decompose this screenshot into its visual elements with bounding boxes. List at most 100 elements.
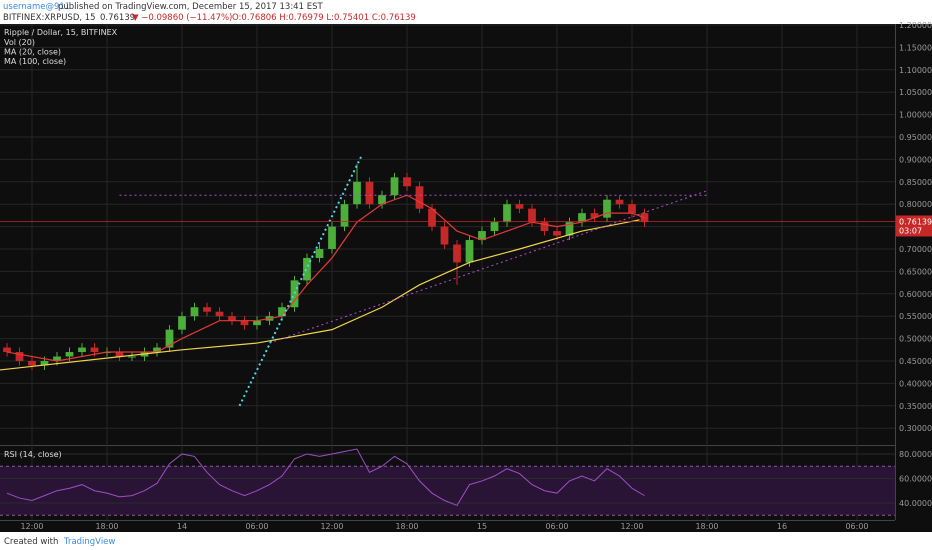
symbol: BITFINEX:XRPUSD, 15 bbox=[3, 13, 96, 23]
countdown: 03:07 bbox=[899, 226, 922, 235]
trend-line bbox=[238, 154, 363, 407]
header-bg bbox=[0, 0, 932, 24]
candle-body bbox=[378, 195, 386, 205]
y-tick-label: 0.80000 bbox=[899, 200, 932, 209]
price: 0.76139 bbox=[100, 13, 135, 23]
candle-body bbox=[328, 226, 336, 249]
candle-body bbox=[615, 199, 624, 205]
rsi-band bbox=[0, 466, 895, 516]
rsi-tick-label: 40.0000 bbox=[899, 499, 932, 508]
x-tick-label: 06:00 bbox=[245, 522, 268, 531]
y-tick-label: 0.95000 bbox=[899, 133, 932, 142]
candle-body bbox=[153, 347, 161, 353]
chart-title: Ripple / Dollar, 15, BITFINEX bbox=[4, 28, 118, 37]
x-tick-label: 12:00 bbox=[620, 522, 643, 531]
trend-line bbox=[269, 190, 708, 344]
candle-body bbox=[465, 240, 474, 263]
y-tick-label: 0.50000 bbox=[899, 335, 932, 344]
candle-body bbox=[40, 360, 49, 366]
y-tick-label: 0.90000 bbox=[899, 155, 932, 164]
candle-body bbox=[428, 208, 436, 227]
legend-entry: MA (100, close) bbox=[4, 57, 66, 66]
candle-body bbox=[178, 316, 186, 330]
candle-body bbox=[528, 208, 536, 223]
candle-body bbox=[165, 329, 174, 348]
chart-bg bbox=[0, 24, 932, 532]
candle-body bbox=[290, 280, 299, 308]
y-tick-label: 0.30000 bbox=[899, 424, 932, 433]
candle-body bbox=[565, 222, 574, 236]
candle-body bbox=[540, 222, 549, 232]
candle-body bbox=[253, 320, 261, 326]
candle-body bbox=[353, 181, 361, 205]
y-tick-label: 0.85000 bbox=[899, 178, 932, 187]
last-price-tag bbox=[896, 215, 932, 237]
candle-body bbox=[490, 222, 499, 232]
candle-body bbox=[203, 307, 211, 312]
y-tick-label: 1.20000 bbox=[899, 21, 932, 30]
candle-body bbox=[128, 356, 136, 358]
x-tick-label: 15 bbox=[477, 522, 487, 531]
y-tick-label: 0.35000 bbox=[899, 402, 932, 411]
candle-body bbox=[415, 186, 424, 209]
candle-body bbox=[228, 316, 236, 321]
ohlc: O:0.76806 H:0.76979 L:0.75401 C:0.76139 bbox=[232, 13, 416, 23]
candle-body bbox=[590, 213, 599, 218]
y-tick-label: 0.55000 bbox=[899, 312, 932, 321]
candle-body bbox=[453, 244, 461, 263]
y-tick-label: 0.60000 bbox=[899, 290, 932, 299]
x-tick-label: 18:00 bbox=[95, 522, 118, 531]
candle-body bbox=[440, 226, 449, 245]
candle-body bbox=[28, 360, 36, 366]
footer-created: Created with bbox=[4, 537, 58, 547]
rsi-tick-label: 60.0000 bbox=[899, 474, 932, 483]
footer-bg bbox=[0, 532, 932, 550]
rsi-tick-label: 80.0000 bbox=[899, 450, 932, 459]
candle-body bbox=[65, 352, 74, 357]
y-tick-label: 1.00000 bbox=[899, 111, 932, 120]
candle-body bbox=[640, 213, 649, 223]
y-tick-label: 1.10000 bbox=[899, 66, 932, 75]
candle-body bbox=[315, 248, 324, 258]
y-tick-label: 0.45000 bbox=[899, 357, 932, 366]
last-price-label: 0.76139 bbox=[899, 217, 932, 226]
candle-body bbox=[115, 352, 124, 357]
rsi-title: RSI (14, close) bbox=[4, 450, 62, 459]
candle-body bbox=[553, 231, 561, 236]
candle-body bbox=[478, 231, 486, 241]
candle-body bbox=[578, 213, 586, 223]
candle-body bbox=[390, 177, 399, 196]
rsi-line bbox=[6, 448, 645, 507]
x-tick-label: 12:00 bbox=[20, 522, 43, 531]
y-tick-label: 0.40000 bbox=[899, 379, 932, 388]
candle-body bbox=[215, 311, 224, 317]
candle-body bbox=[403, 177, 411, 187]
ma-line bbox=[0, 219, 640, 371]
y-tick-label: 0.70000 bbox=[899, 245, 932, 254]
candle-body bbox=[53, 356, 61, 361]
change: ▼ −0.09860 (−11.47%) bbox=[132, 13, 232, 23]
y-tick-label: 1.05000 bbox=[899, 88, 932, 97]
x-tick-label: 12:00 bbox=[320, 522, 343, 531]
candle-body bbox=[503, 204, 511, 223]
footer-brand[interactable]: TradingView bbox=[63, 537, 115, 547]
candle-body bbox=[240, 320, 249, 326]
candle-body bbox=[190, 307, 199, 317]
legend-entry: MA (20, close) bbox=[4, 48, 61, 57]
candle-body bbox=[515, 204, 524, 209]
x-tick-label: 18:00 bbox=[395, 522, 418, 531]
y-tick-label: 0.65000 bbox=[899, 267, 932, 276]
x-tick-label: 18:00 bbox=[695, 522, 718, 531]
candle-body bbox=[15, 352, 24, 361]
candle-body bbox=[278, 307, 286, 317]
x-tick-label: 06:00 bbox=[845, 522, 868, 531]
candle-body bbox=[365, 181, 374, 205]
legend-entry: Vol (20) bbox=[4, 38, 35, 47]
y-tick-label: 1.15000 bbox=[899, 43, 932, 52]
published: published on TradingView.com, December 1… bbox=[58, 2, 323, 12]
user[interactable]: username@911 bbox=[3, 2, 70, 12]
candle-body bbox=[3, 347, 11, 353]
x-tick-label: 14 bbox=[177, 522, 187, 531]
